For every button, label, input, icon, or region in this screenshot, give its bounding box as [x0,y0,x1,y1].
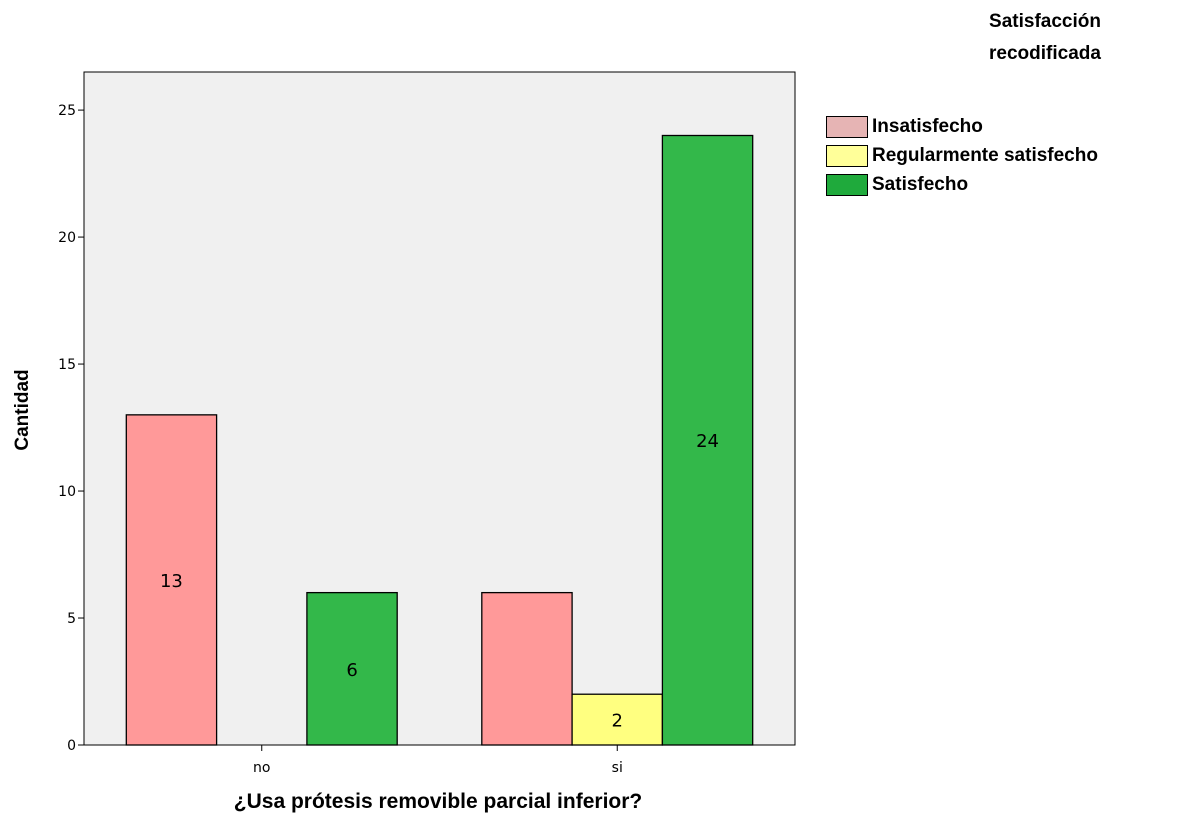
y-tick-label: 25 [58,103,76,119]
x-tick-label: no [253,760,270,776]
y-tick-label: 15 [58,357,76,373]
legend-item: Regularmente satisfecho [826,141,1098,170]
data-label: 6 [346,660,357,681]
legend-label: Regularmente satisfecho [872,144,1098,166]
bar-satisfecho-no [306,591,398,746]
legend-swatch [826,173,868,196]
data-label: 24 [696,431,719,452]
legend-swatch [826,144,868,167]
y-axis: 0 5 10 15 20 25 [58,103,84,754]
y-tick-label: 10 [58,484,76,500]
x-axis: no si [253,745,623,776]
bar-insatisfecho-si [481,591,573,746]
y-tick-label: 5 [67,611,76,627]
data-label: 2 [612,711,623,732]
x-axis-label: ¿Usa prótesis removible parcial inferior… [234,790,642,813]
legend-item: Insatisfecho [826,112,1098,141]
bars-group [125,134,754,746]
legend-title: Satisfacción recodificada [989,11,1101,64]
legend-label: Insatisfecho [872,115,983,137]
bar-satisfecho-si [661,134,754,746]
legend-swatch [826,115,868,138]
legend-label: Satisfecho [872,173,969,195]
legend: Insatisfecho Regularmente satisfecho Satis… [826,112,1098,199]
data-label: 13 [160,571,183,592]
data-labels-group: 13 6 2 24 [160,431,719,731]
legend-item: Satisfecho [826,170,1098,199]
bar-insatisfecho-no [125,414,218,746]
x-tick-label: si [612,760,623,776]
y-axis-label: Cantidad [12,369,33,450]
y-tick-label: 0 [67,738,76,754]
y-tick-label: 20 [58,230,76,246]
